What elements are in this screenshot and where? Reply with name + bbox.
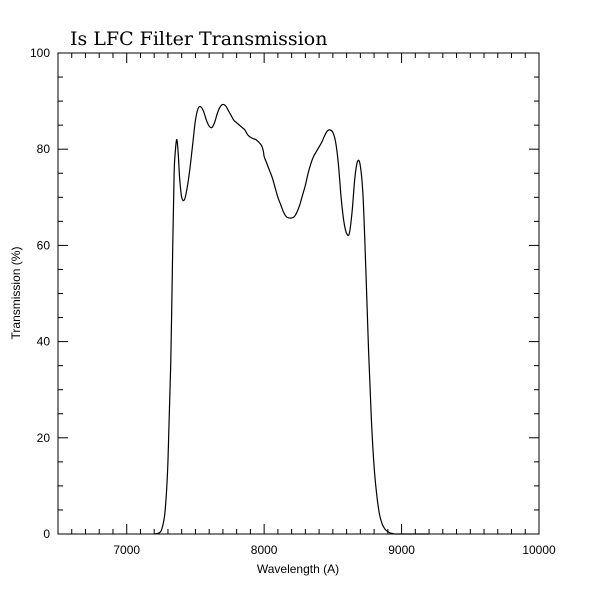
transmission-curve [154,103,430,535]
x-tick-label: 9000 [388,543,415,557]
y-axis-label: Transmission (%) [9,247,23,340]
axis-ticks [57,52,540,535]
x-tick-label: 10000 [522,543,556,557]
y-tick-label: 60 [37,238,51,252]
y-tick-label: 0 [43,527,50,541]
y-tick-label: 100 [30,46,50,60]
y-tick-label: 20 [37,431,51,445]
y-tick-label: 80 [37,142,51,156]
x-tick-label: 7000 [113,543,140,557]
plot-frame [57,52,540,535]
x-axis-label: Wavelength (A) [257,562,339,576]
y-tick-label: 40 [37,335,51,349]
x-tick-label: 8000 [251,543,278,557]
tick-labels: 7000 8000 9000 10000 0 20 40 60 80 100 [30,46,556,557]
chart-title: Is LFC Filter Transmission [70,28,327,50]
